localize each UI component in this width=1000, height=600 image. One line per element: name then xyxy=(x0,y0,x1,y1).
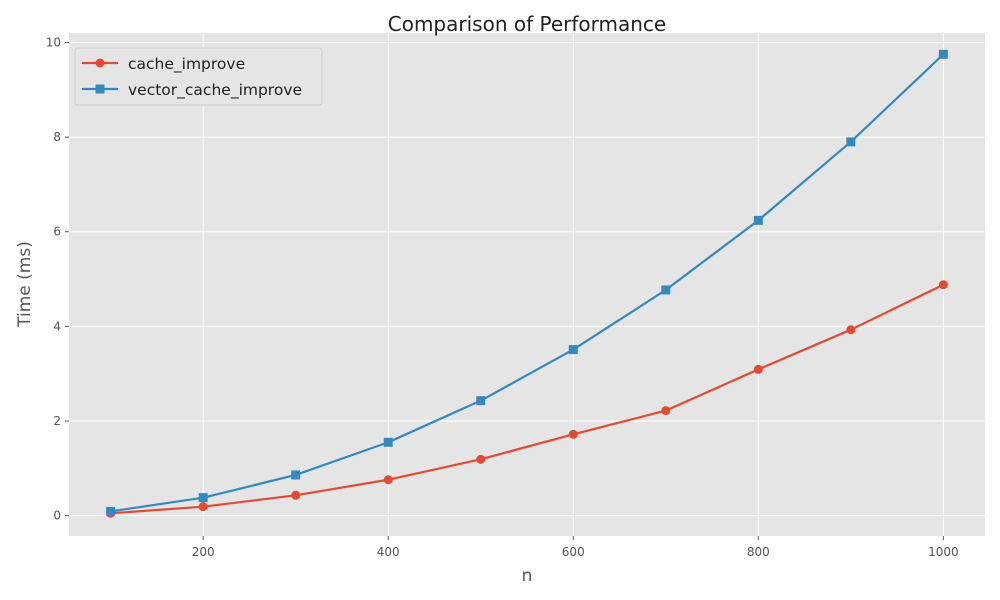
data-point-vector-cache-improve xyxy=(291,470,301,480)
data-point-vector-cache-improve xyxy=(661,285,671,295)
x-tick-label: 1000 xyxy=(928,545,959,559)
y-tick-label: 4 xyxy=(53,319,61,333)
data-point-cache-improve xyxy=(938,280,948,290)
chart-title: Comparison of Performance xyxy=(388,12,666,36)
series-line-vector-cache-improve xyxy=(110,53,945,513)
y-tick-label: 6 xyxy=(53,225,61,239)
legend-box xyxy=(74,47,323,106)
data-point-cache-improve xyxy=(846,325,856,335)
data-point-vector-cache-improve xyxy=(938,49,948,59)
series-group xyxy=(106,49,948,518)
data-point-cache-improve xyxy=(753,364,763,374)
x-axis-ticks: 200 400 600 800 1000 xyxy=(192,536,959,559)
legend-marker-cache-improve xyxy=(95,58,105,68)
data-point-vector-cache-improve xyxy=(383,437,393,447)
data-point-cache-improve xyxy=(476,454,486,464)
data-point-cache-improve xyxy=(661,406,671,416)
legend: cache_improve vector_cache_improve xyxy=(74,47,323,106)
data-point-cache-improve xyxy=(198,502,208,512)
x-tick-label: 800 xyxy=(747,545,770,559)
data-point-cache-improve xyxy=(291,490,301,500)
legend-label-cache-improve: cache_improve xyxy=(128,55,245,74)
data-point-vector-cache-improve xyxy=(198,493,208,503)
legend-marker-vector-cache-improve xyxy=(95,84,105,94)
data-point-vector-cache-improve xyxy=(476,396,486,406)
x-tick-label: 400 xyxy=(377,545,400,559)
plot-background xyxy=(69,33,985,536)
y-axis-label: Time (ms) xyxy=(15,241,35,328)
x-tick-label: 200 xyxy=(192,545,215,559)
y-tick-label: 2 xyxy=(53,414,61,428)
data-point-vector-cache-improve xyxy=(846,137,856,147)
data-point-vector-cache-improve xyxy=(106,506,116,516)
data-point-cache-improve xyxy=(383,475,393,485)
y-axis-ticks: 0 2 4 6 8 10 xyxy=(46,35,69,523)
y-tick-label: 10 xyxy=(46,35,61,49)
x-tick-label: 600 xyxy=(562,545,585,559)
legend-label-vector-cache-improve: vector_cache_improve xyxy=(128,81,302,100)
data-point-vector-cache-improve xyxy=(568,345,578,355)
data-point-cache-improve xyxy=(568,429,578,439)
data-point-vector-cache-improve xyxy=(753,215,763,225)
y-tick-label: 8 xyxy=(53,130,61,144)
y-tick-label: 0 xyxy=(53,509,61,523)
x-axis-label: n xyxy=(522,566,533,586)
series-line-cache-improve xyxy=(110,283,944,515)
